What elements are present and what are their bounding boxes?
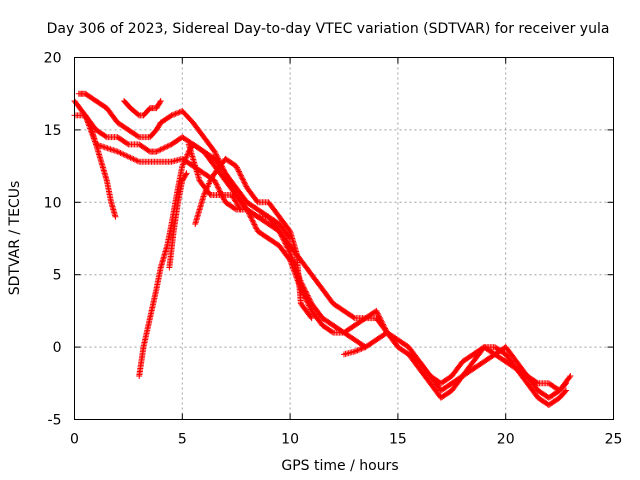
x-tick-label: 0 bbox=[70, 432, 79, 448]
y-tick-label: 20 bbox=[44, 51, 62, 67]
series-track-10 bbox=[405, 344, 574, 394]
y-tick-label: 0 bbox=[53, 340, 62, 356]
grid bbox=[74, 57, 614, 420]
series-track-9 bbox=[185, 141, 244, 213]
series-track-5 bbox=[121, 97, 164, 119]
series-track-11 bbox=[341, 329, 391, 358]
series-layer bbox=[71, 90, 574, 409]
x-tick-label: 5 bbox=[178, 432, 187, 448]
plus-markers-track-8 bbox=[192, 155, 315, 322]
x-tick-label: 10 bbox=[281, 432, 299, 448]
plus-markers-track-4 bbox=[82, 112, 570, 409]
x-tick-label: 15 bbox=[389, 432, 407, 448]
series-track-4 bbox=[82, 112, 570, 409]
x-tick-labels: 0 5 10 15 20 25 bbox=[70, 432, 622, 448]
plot-frame bbox=[74, 57, 614, 420]
y-tick-label: -5 bbox=[48, 413, 62, 429]
y-axis-label: SDTVAR / TECUs bbox=[7, 181, 23, 296]
y-tick-label: 5 bbox=[53, 268, 62, 284]
series-track-8 bbox=[192, 155, 315, 322]
y-tick-label: 10 bbox=[44, 195, 62, 211]
x-tick-label: 20 bbox=[497, 432, 515, 448]
plus-markers-track-2 bbox=[71, 112, 369, 351]
y-tick-label: 15 bbox=[44, 123, 62, 139]
chart-title: Day 306 of 2023, Sidereal Day-to-day VTE… bbox=[47, 21, 610, 37]
y-tick-labels: -5 0 5 10 15 20 bbox=[44, 51, 62, 429]
series-track-2 bbox=[71, 112, 369, 351]
series-track-7 bbox=[166, 170, 190, 271]
x-axis-label: GPS time / hours bbox=[281, 458, 398, 474]
x-tick-label: 25 bbox=[605, 432, 623, 448]
axis-ticks bbox=[74, 57, 614, 420]
plus-markers-track-5 bbox=[121, 97, 164, 119]
